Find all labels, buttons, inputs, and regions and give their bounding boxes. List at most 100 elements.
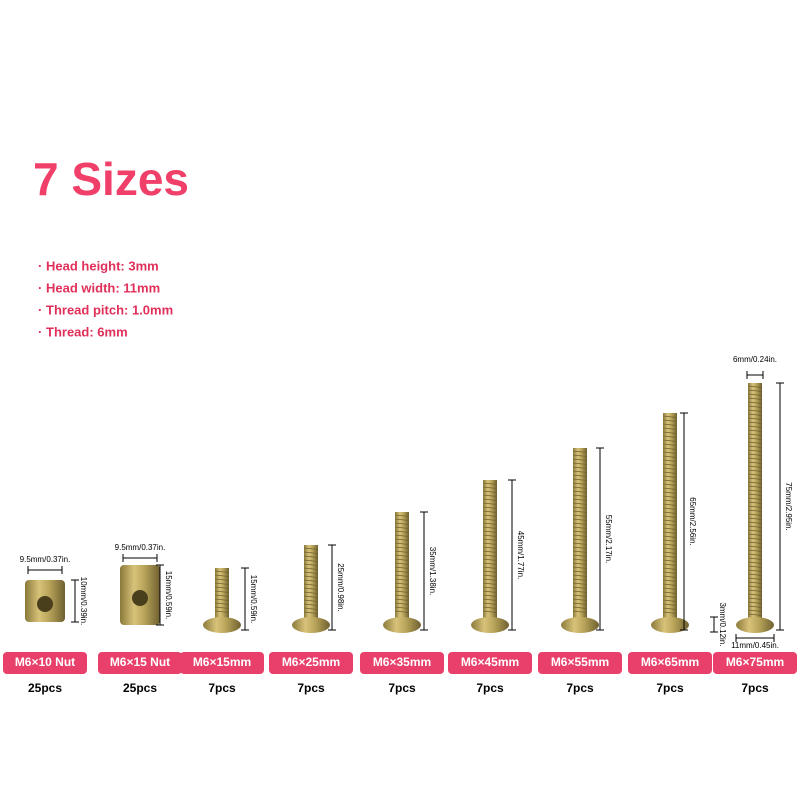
thread: [303, 547, 319, 550]
thread: [572, 498, 588, 501]
thread: [662, 591, 678, 594]
bolt-head: [383, 617, 421, 633]
thread: [662, 611, 678, 614]
thread: [572, 486, 588, 489]
quantity: 7pcs: [208, 681, 236, 695]
thread: [482, 526, 498, 529]
thread: [572, 578, 588, 581]
thread: [662, 483, 678, 486]
thread: [303, 571, 319, 574]
spec: Head height: 3mm: [46, 258, 159, 273]
thread: [747, 453, 763, 456]
dim-label: 6mm/0.24in.: [733, 355, 777, 364]
thread: [747, 413, 763, 416]
thread: [572, 522, 588, 525]
thread: [747, 533, 763, 536]
thread: [482, 542, 498, 545]
quantity: 25pcs: [28, 681, 62, 695]
thread: [572, 450, 588, 453]
thread: [747, 461, 763, 464]
thread: [482, 578, 498, 581]
thread: [572, 454, 588, 457]
thread: [214, 574, 230, 577]
thread: [747, 409, 763, 412]
thread: [662, 555, 678, 558]
thread: [394, 546, 410, 549]
thread: [572, 534, 588, 537]
thread: [394, 566, 410, 569]
thread: [662, 595, 678, 598]
size-label: M6×15 Nut: [110, 655, 170, 669]
thread: [747, 581, 763, 584]
thread: [662, 527, 678, 530]
quantity: 7pcs: [656, 681, 684, 695]
size-pill: [3, 652, 87, 674]
thread: [394, 570, 410, 573]
thread: [662, 511, 678, 514]
thread: [747, 449, 763, 452]
thread: [572, 594, 588, 597]
thread: [572, 478, 588, 481]
thread: [572, 530, 588, 533]
thread: [482, 550, 498, 553]
thread: [572, 482, 588, 485]
thread: [303, 591, 319, 594]
thread: [482, 534, 498, 537]
thread: [662, 575, 678, 578]
thread: [394, 514, 410, 517]
quantity: 25pcs: [123, 681, 157, 695]
thread: [572, 554, 588, 557]
thread: [482, 502, 498, 505]
thread: [747, 537, 763, 540]
thread: [394, 578, 410, 581]
thread: [572, 574, 588, 577]
thread: [482, 606, 498, 609]
thread: [662, 599, 678, 602]
thread: [303, 567, 319, 570]
thread: [572, 466, 588, 469]
size-label: M6×65mm: [641, 655, 699, 669]
thread: [482, 562, 498, 565]
thread: [394, 610, 410, 613]
thread: [394, 530, 410, 533]
thread: [662, 559, 678, 562]
thread: [394, 562, 410, 565]
thread: [747, 405, 763, 408]
thread: [572, 550, 588, 553]
thread: [747, 601, 763, 604]
dim-label: 15mm/0.59in.: [249, 575, 258, 623]
thread: [394, 558, 410, 561]
nut-hole: [132, 590, 148, 606]
thread: [394, 594, 410, 597]
thread: [482, 590, 498, 593]
thread: [214, 582, 230, 585]
thread: [482, 546, 498, 549]
thread: [482, 594, 498, 597]
thread: [662, 423, 678, 426]
dim-label: 55mm/2.17in.: [604, 515, 613, 563]
thread: [572, 462, 588, 465]
thread: [303, 575, 319, 578]
thread: [662, 495, 678, 498]
thread: [662, 579, 678, 582]
dim-label: 75mm/2.95in.: [784, 482, 793, 530]
thread: [394, 542, 410, 545]
thread: [303, 607, 319, 610]
thread: [572, 570, 588, 573]
thread: [394, 586, 410, 589]
thread: [394, 574, 410, 577]
thread: [662, 443, 678, 446]
thread: [662, 563, 678, 566]
thread: [747, 433, 763, 436]
thread: [662, 415, 678, 418]
thread: [662, 523, 678, 526]
thread: [572, 586, 588, 589]
size-pill: [269, 652, 353, 674]
thread: [482, 566, 498, 569]
thread: [662, 571, 678, 574]
thread: [747, 393, 763, 396]
thread: [572, 502, 588, 505]
bullet: ·: [38, 280, 42, 295]
size-label: M6×10 Nut: [15, 655, 75, 669]
size-label: M6×55mm: [551, 655, 609, 669]
